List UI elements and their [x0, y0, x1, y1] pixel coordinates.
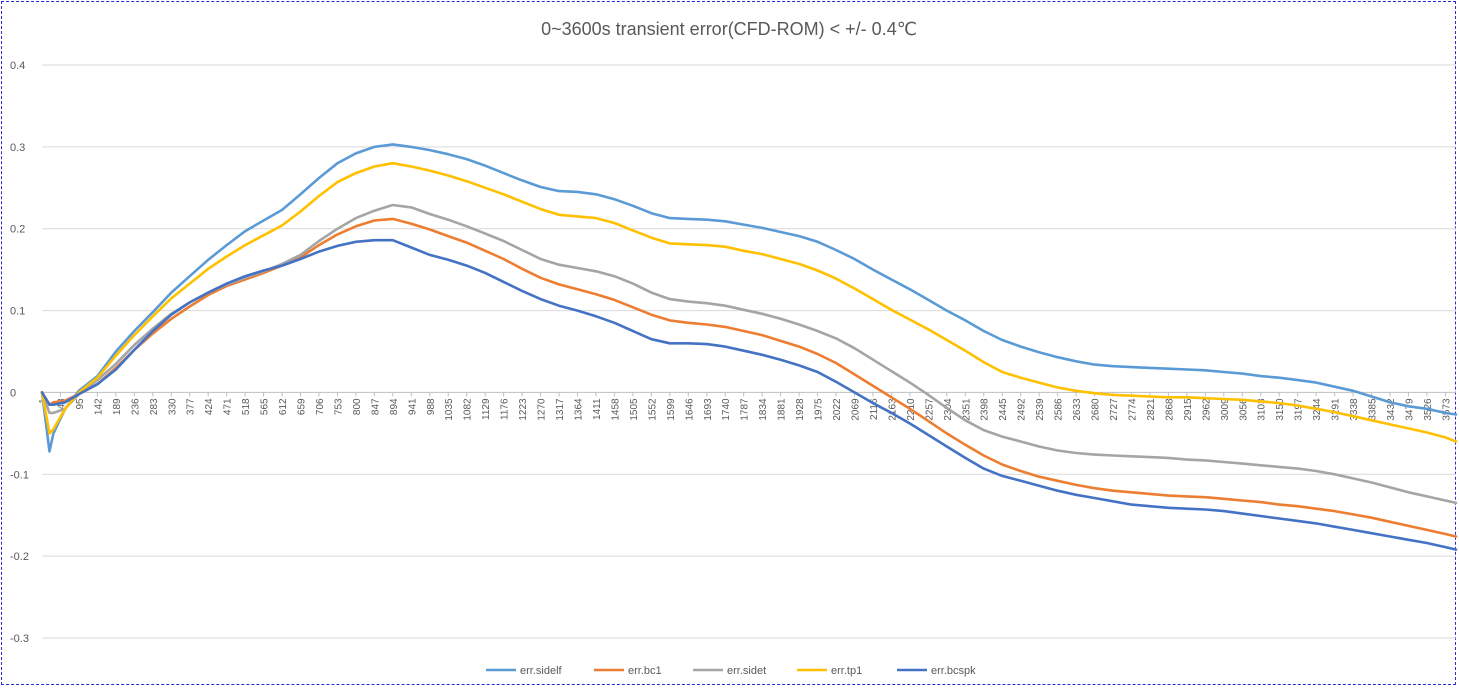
x-tick-label: 2680	[1091, 398, 1102, 421]
x-tick-label: 424	[204, 398, 215, 415]
chart-title: 0~3600s transient error(CFD-ROM) < +/- 0…	[541, 19, 917, 39]
x-tick-label: 142	[93, 398, 104, 415]
series-line-err-sidelf	[40, 143, 1458, 453]
y-tick-label: 0.3	[10, 142, 25, 154]
x-tick-label: 2962	[1201, 398, 1212, 421]
legend: err.sidelf err.bc1 err.sidet err.tp1 err.bcs…	[486, 665, 976, 677]
x-tick-label: 3150	[1275, 398, 1286, 421]
x-tick-label: 612	[278, 398, 289, 415]
x-tick-label: 518	[241, 398, 252, 415]
x-tick-label: 565	[260, 398, 271, 415]
y-tick-label: 0.4	[10, 60, 25, 72]
x-tick-label: 2915	[1183, 398, 1194, 421]
y-tick-label: 0	[10, 387, 16, 399]
y-tick-label: -0.3	[10, 633, 29, 645]
x-tick-label: 2868	[1164, 398, 1175, 421]
legend-label: err.bcspk	[931, 665, 976, 677]
x-tick-label: 3338	[1349, 398, 1360, 421]
x-tick-label: 1599	[666, 398, 677, 421]
x-tick-label: 2116	[869, 398, 880, 420]
legend-label: err.tp1	[831, 665, 862, 677]
legend-label: err.bc1	[628, 665, 662, 677]
x-tick-label: 95	[75, 398, 86, 410]
series-line-err-sidet	[40, 203, 1458, 505]
x-tick-label: 3291	[1331, 398, 1342, 421]
x-tick-label: 2774	[1127, 398, 1138, 421]
x-tick-label: 2633	[1072, 398, 1083, 421]
x-tick-label: 1223	[518, 398, 529, 421]
x-tick-label: 2022	[832, 398, 843, 421]
x-axis-ticks: 1 48 95 142 189 236 283 330 377 424 471 518 565 612 65…	[38, 392, 1452, 421]
x-tick-label: 283	[149, 398, 160, 415]
x-tick-label: 1928	[795, 398, 806, 421]
x-tick-label: 3479	[1404, 398, 1415, 421]
x-tick-label: 2069	[850, 398, 861, 421]
x-tick-label: 471	[223, 398, 234, 415]
x-tick-label: 2821	[1146, 398, 1157, 421]
x-tick-label: 3103	[1257, 398, 1268, 421]
x-tick-label: 2257	[924, 398, 935, 421]
x-tick-label: 2163	[887, 398, 898, 421]
x-tick-label: 2351	[961, 398, 972, 421]
x-tick-label: 1129	[481, 398, 492, 420]
x-tick-label: 3197	[1294, 398, 1305, 421]
x-tick-label: 2492	[1017, 398, 1028, 421]
series-line-err-bcspk	[40, 238, 1458, 551]
x-tick-label: 236	[130, 398, 141, 415]
y-tick-label: 0.2	[10, 224, 25, 236]
x-tick-label: 2727	[1109, 398, 1120, 421]
gridlines	[42, 64, 1456, 639]
x-tick-label: 2398	[980, 398, 991, 421]
x-tick-label: 1082	[463, 398, 474, 421]
y-tick-label: -0.1	[10, 469, 29, 481]
x-tick-label: 1552	[647, 398, 658, 421]
x-tick-label: 659	[297, 398, 308, 415]
x-tick-label: 330	[167, 398, 178, 415]
x-tick-label: 1646	[684, 398, 695, 421]
x-tick-label: 1317	[555, 398, 566, 421]
x-tick-label: 3573	[1441, 398, 1452, 421]
x-tick-label: 753	[333, 398, 344, 415]
x-tick-label: 1834	[758, 398, 769, 421]
x-tick-label: 1740	[721, 398, 732, 421]
y-tick-label: -0.2	[10, 551, 29, 563]
x-tick-label: 941	[407, 398, 418, 415]
series-line-err-tp1	[40, 161, 1458, 443]
series-lines	[40, 143, 1458, 551]
y-axis-ticks: 0.4 0.3 0.2 0.1 0 -0.1 -0.2 -0.3	[10, 60, 29, 645]
y-tick-label: 0.1	[10, 306, 25, 318]
x-tick-label: 1035	[444, 398, 455, 421]
x-tick-label: 3009	[1220, 398, 1231, 421]
x-tick-label: 988	[426, 398, 437, 415]
x-tick-label: 2539	[1035, 398, 1046, 421]
x-tick-label: 1693	[703, 398, 714, 421]
x-tick-label: 2586	[1054, 398, 1065, 421]
x-tick-label: 1176	[500, 398, 511, 420]
x-tick-label: 3385	[1368, 398, 1379, 421]
x-tick-label: 377	[186, 398, 197, 415]
legend-label: err.sidelf	[520, 665, 563, 677]
x-tick-label: 1458	[610, 398, 621, 421]
x-tick-label: 3056	[1238, 398, 1249, 421]
x-tick-label: 1505	[629, 398, 640, 421]
x-tick-label: 1270	[537, 398, 548, 421]
x-tick-label: 1975	[814, 398, 825, 421]
x-tick-label: 800	[352, 398, 363, 415]
x-tick-label: 1881	[777, 398, 788, 421]
x-tick-label: 894	[389, 398, 400, 415]
x-tick-label: 706	[315, 398, 326, 415]
x-tick-label: 2445	[998, 398, 1009, 421]
x-tick-label: 1411	[592, 398, 603, 420]
x-tick-label: 1364	[574, 398, 585, 421]
legend-label: err.sidet	[727, 665, 766, 677]
x-tick-label: 3432	[1386, 398, 1397, 421]
x-tick-label: 189	[112, 398, 123, 415]
x-tick-label: 847	[370, 398, 381, 415]
x-tick-label: 1787	[740, 398, 751, 421]
series-line-err-bc1	[40, 217, 1458, 538]
